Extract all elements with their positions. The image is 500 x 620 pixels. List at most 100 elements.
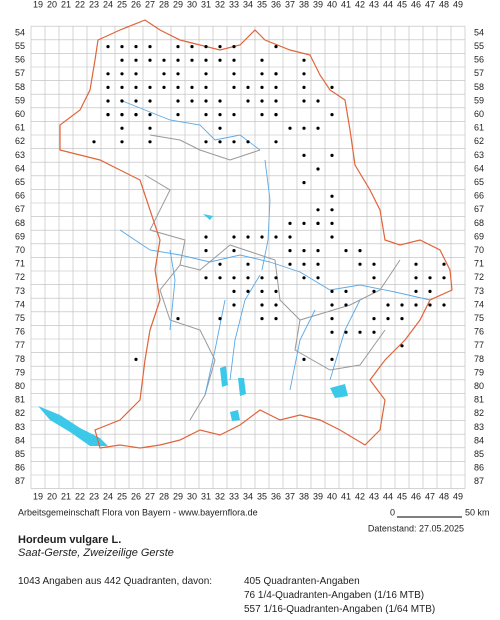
occurrence-dot [260, 113, 264, 117]
occurrence-dot [246, 99, 250, 103]
occurrence-dot [316, 99, 320, 103]
row-label: 57 [474, 68, 484, 78]
occurrence-dot [134, 357, 138, 361]
occurrence-dot [302, 357, 306, 361]
row-label: 66 [15, 191, 25, 201]
occurrence-dot [134, 72, 138, 76]
occurrence-dot [134, 45, 138, 49]
occurrence-dot [260, 85, 264, 89]
occurrence-dot [344, 289, 348, 293]
row-label: 63 [474, 150, 484, 160]
occurrence-dot [274, 113, 278, 117]
occurrence-dot [246, 235, 250, 239]
occurrence-dot [414, 289, 418, 293]
column-label: 26 [131, 0, 141, 9]
row-label: 85 [474, 449, 484, 459]
column-label: 47 [425, 0, 435, 9]
occurrence-dot [204, 113, 208, 117]
row-label: 60 [474, 109, 484, 119]
occurrence-dot [316, 167, 320, 171]
occurrence-dot [232, 140, 236, 144]
row-label: 59 [474, 95, 484, 105]
column-label: 31 [201, 491, 211, 501]
occurrence-dot [204, 249, 208, 253]
occurrence-dot [330, 235, 334, 239]
row-label: 79 [474, 367, 484, 377]
column-label: 49 [453, 491, 463, 501]
row-label: 63 [15, 150, 25, 160]
occurrence-dot [330, 303, 334, 307]
column-label: 37 [285, 0, 295, 9]
occurrence-dot [120, 113, 124, 117]
row-label: 87 [474, 476, 484, 486]
row-label: 70 [15, 245, 25, 255]
row-label: 65 [474, 177, 484, 187]
column-label: 33 [229, 0, 239, 9]
occurrence-dot [218, 140, 222, 144]
occurrence-dot [316, 249, 320, 253]
occurrence-dot [344, 303, 348, 307]
region-borders [144, 134, 401, 421]
occurrence-dot [302, 153, 306, 157]
occurrence-dot [302, 72, 306, 76]
row-label: 73 [15, 286, 25, 296]
row-label: 66 [474, 191, 484, 201]
row-label: 81 [474, 395, 484, 405]
occurrence-dot [106, 113, 110, 117]
row-label: 58 [474, 82, 484, 92]
scale-end: 50 km [465, 507, 490, 517]
occurrence-dot [176, 113, 180, 117]
row-label: 70 [474, 245, 484, 255]
column-label: 36 [271, 491, 281, 501]
occurrence-dot [358, 249, 362, 253]
occurrence-dot [302, 126, 306, 130]
column-label: 32 [215, 491, 225, 501]
occurrence-dot [204, 99, 208, 103]
occurrence-dot [204, 45, 208, 49]
occurrence-dot [218, 58, 222, 62]
row-label: 78 [474, 354, 484, 364]
occurrence-dot [134, 85, 138, 89]
occurrence-dot [162, 72, 166, 76]
occurrence-dot [218, 99, 222, 103]
occurrence-dot [218, 113, 222, 117]
occurrence-dot [372, 289, 376, 293]
occurrence-dot [176, 99, 180, 103]
occurrence-dot [302, 99, 306, 103]
row-label: 68 [474, 218, 484, 228]
occurrence-dot [358, 262, 362, 266]
occurrence-dot [106, 72, 110, 76]
column-label: 36 [271, 0, 281, 9]
occurrence-dot [274, 289, 278, 293]
row-label: 84 [474, 435, 484, 445]
count-1: 405 Quadranten-Angaben [244, 576, 360, 587]
occurrence-dot [274, 45, 278, 49]
occurrence-dot [288, 235, 292, 239]
column-label: 22 [75, 0, 85, 9]
row-label: 62 [474, 136, 484, 146]
row-label: 61 [474, 123, 484, 133]
occurrence-dot [134, 99, 138, 103]
row-label: 56 [474, 55, 484, 65]
row-label: 61 [15, 123, 25, 133]
row-label: 60 [15, 109, 25, 119]
row-label: 67 [15, 204, 25, 214]
column-label: 23 [89, 491, 99, 501]
occurrence-dot [316, 221, 320, 225]
occurrence-dot [330, 113, 334, 117]
column-label: 29 [173, 0, 183, 9]
occurrence-dot [148, 58, 152, 62]
column-label: 24 [103, 0, 113, 9]
summary: 1043 Angaben aus 442 Quadranten, davon: [18, 576, 213, 587]
occurrence-dot [260, 58, 264, 62]
row-label: 76 [474, 327, 484, 337]
occurrence-dot [148, 113, 152, 117]
occurrence-dot [274, 303, 278, 307]
occurrence-dot [260, 99, 264, 103]
occurrence-dot [232, 85, 236, 89]
column-label: 40 [327, 0, 337, 9]
occurrence-dot [372, 276, 376, 280]
row-label: 62 [15, 136, 25, 146]
